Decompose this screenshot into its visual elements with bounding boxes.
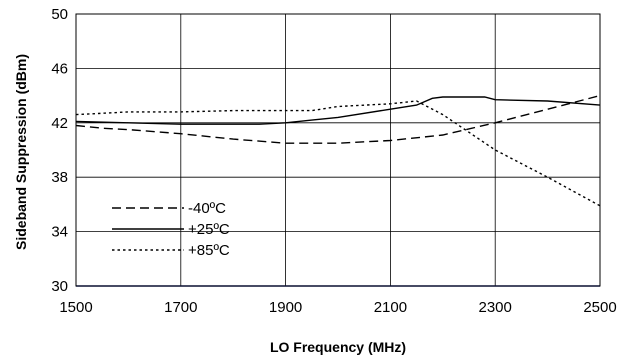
x-tick-labels: 1500 1700 1900 2100 2300 2500	[59, 299, 616, 316]
legend: -40ºC +25ºC +85ºC	[112, 200, 230, 259]
y-tick-label: 50	[51, 6, 68, 23]
x-tick-label: 1500	[59, 299, 92, 316]
y-tick-label: 42	[51, 115, 68, 132]
grid-lines	[76, 14, 600, 286]
x-tick-label: 2500	[583, 299, 616, 316]
series-lines	[75, 94, 601, 207]
y-tick-label: 34	[51, 224, 68, 241]
x-tick-label: 2100	[374, 299, 407, 316]
legend-label: +25ºC	[188, 221, 230, 238]
y-tick-label: 38	[51, 169, 68, 186]
series-line	[75, 96, 601, 125]
plot-frame	[75, 13, 601, 287]
x-tick-label: 1900	[269, 299, 302, 316]
y-axis-title: Sideband Suppression (dBm)	[13, 54, 29, 250]
y-tick-labels: 30 34 38 42 46 50	[51, 6, 68, 295]
series-line	[75, 100, 601, 207]
x-axis-title: LO Frequency (MHz)	[270, 339, 406, 355]
x-tick-label: 1700	[164, 299, 197, 316]
legend-label: -40ºC	[188, 200, 226, 217]
series-line	[75, 94, 601, 144]
legend-label: +85ºC	[188, 242, 230, 259]
y-tick-label: 46	[51, 60, 68, 77]
x-tick-label: 2300	[479, 299, 512, 316]
y-tick-label: 30	[51, 278, 68, 295]
